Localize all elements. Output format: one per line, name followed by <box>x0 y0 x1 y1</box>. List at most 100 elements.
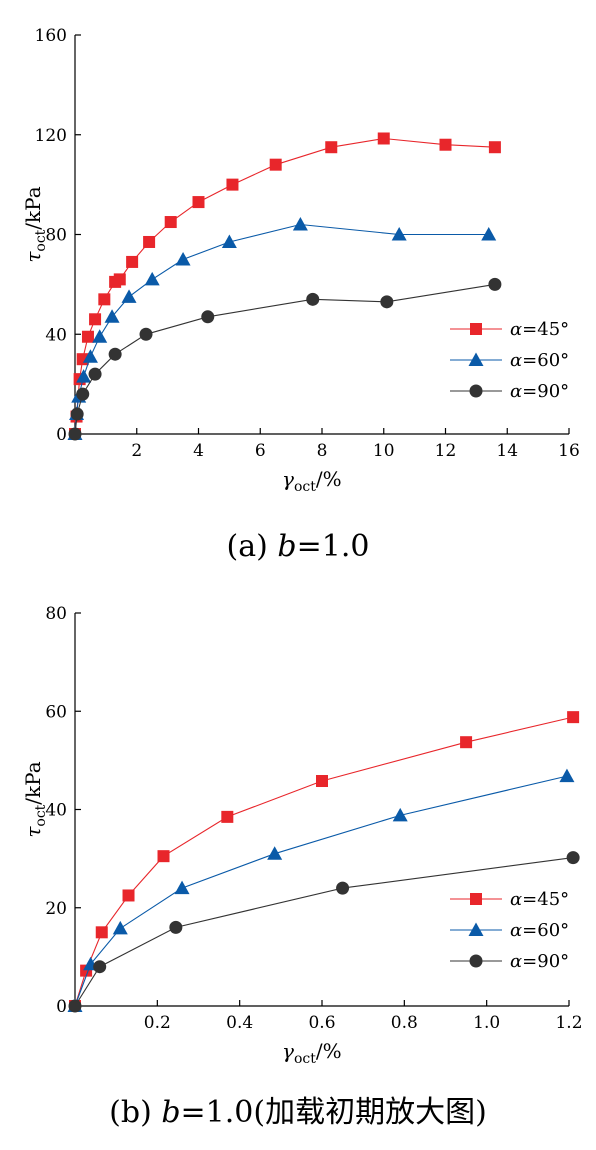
series-line-a-2 <box>74 283 495 435</box>
caption-b: (b) b=1.0(加载初期放大图) <box>109 1095 487 1130</box>
x-tick-label-a: 12 <box>435 441 457 461</box>
data-point-a-1 <box>121 289 137 303</box>
legend-marker-a-2 <box>469 384 483 398</box>
series-line-a-0 <box>74 137 495 435</box>
data-point-b-2 <box>93 960 107 974</box>
y-axis-label-b: τoct/kPa <box>21 761 49 837</box>
y-tick-label-b: 20 <box>45 899 67 919</box>
legend-marker-b-2 <box>469 954 483 968</box>
data-point-b-0 <box>157 850 170 863</box>
y-axis-label-a: τoct/kPa <box>21 186 49 262</box>
data-point-a-2 <box>76 387 90 401</box>
data-point-a-0 <box>192 196 205 209</box>
data-point-a-1 <box>391 227 407 241</box>
data-point-a-0 <box>488 141 501 154</box>
x-axis-label-b: γoct/% <box>282 1039 342 1067</box>
data-point-b-2 <box>336 881 350 895</box>
data-point-a-2 <box>88 367 102 381</box>
data-point-b-1 <box>559 768 575 783</box>
data-point-b-2 <box>169 920 183 934</box>
legend-label-b-0: α=45° <box>510 889 569 910</box>
data-point-b-1 <box>112 920 128 935</box>
data-point-b-0 <box>122 889 135 902</box>
y-tick-label-a: 40 <box>45 325 67 345</box>
series-line-b-2 <box>74 857 574 1007</box>
data-point-b-2 <box>68 999 82 1013</box>
data-point-a-1 <box>481 227 497 241</box>
legend-marker-a-1 <box>468 352 484 366</box>
data-point-a-2 <box>70 407 84 421</box>
y-tick-label-b: 0 <box>56 997 67 1017</box>
data-point-a-0 <box>89 313 102 326</box>
data-point-b-1 <box>392 807 408 822</box>
data-point-b-1 <box>174 880 190 895</box>
x-axis-label-a: γoct/% <box>282 467 342 495</box>
data-point-a-2 <box>139 327 153 341</box>
data-point-a-0 <box>439 138 452 151</box>
data-point-a-0 <box>113 273 126 286</box>
data-point-a-1 <box>92 329 108 343</box>
x-tick-label-a: 2 <box>131 441 142 461</box>
data-point-b-0 <box>95 926 108 939</box>
legend-marker-a-0 <box>470 323 482 335</box>
x-tick-label-a: 8 <box>317 441 328 461</box>
x-tick-label-a: 6 <box>255 441 266 461</box>
x-tick-label-b: 1.2 <box>555 1013 582 1033</box>
chart-a: 0 40 80 120 160 2 4 6 8 10 12 14 16 γoct/% τoct/kPa α=4… <box>21 26 580 564</box>
data-point-a-2 <box>108 347 122 361</box>
data-point-a-2 <box>380 295 394 309</box>
x-tick-label-a: 4 <box>193 441 204 461</box>
data-point-b-0 <box>567 711 580 724</box>
y-tick-label-a: 120 <box>35 126 67 146</box>
legend-marker-b-0 <box>470 893 482 905</box>
data-point-a-1 <box>221 234 237 248</box>
data-point-a-0 <box>269 158 282 171</box>
chart-b: 0 20 40 60 80 0.2 0.4 0.6 0.8 1.0 1.2 γoct/% τoct/kP… <box>21 604 583 1130</box>
data-point-a-0 <box>126 255 139 268</box>
data-point-a-2 <box>488 277 502 291</box>
data-point-b-0 <box>460 736 473 749</box>
x-tick-label-b: 0.2 <box>144 1013 171 1033</box>
data-point-a-0 <box>143 235 156 248</box>
data-point-a-0 <box>325 141 338 154</box>
legend-marker-b-1 <box>468 922 484 936</box>
data-point-a-1 <box>76 369 92 383</box>
data-point-b-0 <box>221 810 234 823</box>
x-tick-label-b: 0.6 <box>308 1013 335 1033</box>
legend-label-b-1: α=60° <box>510 920 569 941</box>
legend-label-a-1: α=60° <box>510 350 569 371</box>
series-line-b-1 <box>74 775 568 1007</box>
data-point-a-0 <box>81 330 94 343</box>
data-point-b-0 <box>316 775 328 788</box>
data-point-a-2 <box>201 310 215 324</box>
data-point-a-0 <box>226 178 239 191</box>
data-point-a-1 <box>175 251 191 266</box>
y-tick-label-b: 80 <box>45 604 67 624</box>
data-point-a-2 <box>306 292 320 306</box>
legend-label-a-2: α=90° <box>510 381 569 402</box>
legend-label-a-0: α=45° <box>510 319 569 340</box>
data-point-a-1 <box>144 271 160 286</box>
y-tick-label-a: 160 <box>35 26 67 46</box>
x-tick-label-a: 14 <box>496 441 518 461</box>
y-tick-label-a: 0 <box>56 425 67 445</box>
y-tick-label-a: 80 <box>45 226 67 246</box>
x-tick-label-a: 10 <box>373 441 395 461</box>
data-point-a-0 <box>98 293 111 306</box>
x-tick-label-a: 16 <box>558 441 580 461</box>
caption-a: (a) b=1.0 <box>227 529 370 564</box>
x-tick-label-b: 0.8 <box>391 1013 418 1033</box>
data-point-a-0 <box>164 216 177 229</box>
data-point-a-1 <box>104 309 120 323</box>
y-tick-label-b: 60 <box>45 702 67 722</box>
data-point-a-0 <box>377 132 390 145</box>
x-tick-label-b: 1.0 <box>473 1013 500 1033</box>
y-tick-label-b: 40 <box>45 801 67 821</box>
data-point-b-1 <box>267 846 283 860</box>
series-line-b-0 <box>74 716 574 1007</box>
data-point-a-1 <box>82 349 98 363</box>
data-point-a-2 <box>68 427 82 441</box>
data-point-a-1 <box>292 217 308 231</box>
x-tick-label-b: 0.4 <box>226 1013 253 1033</box>
